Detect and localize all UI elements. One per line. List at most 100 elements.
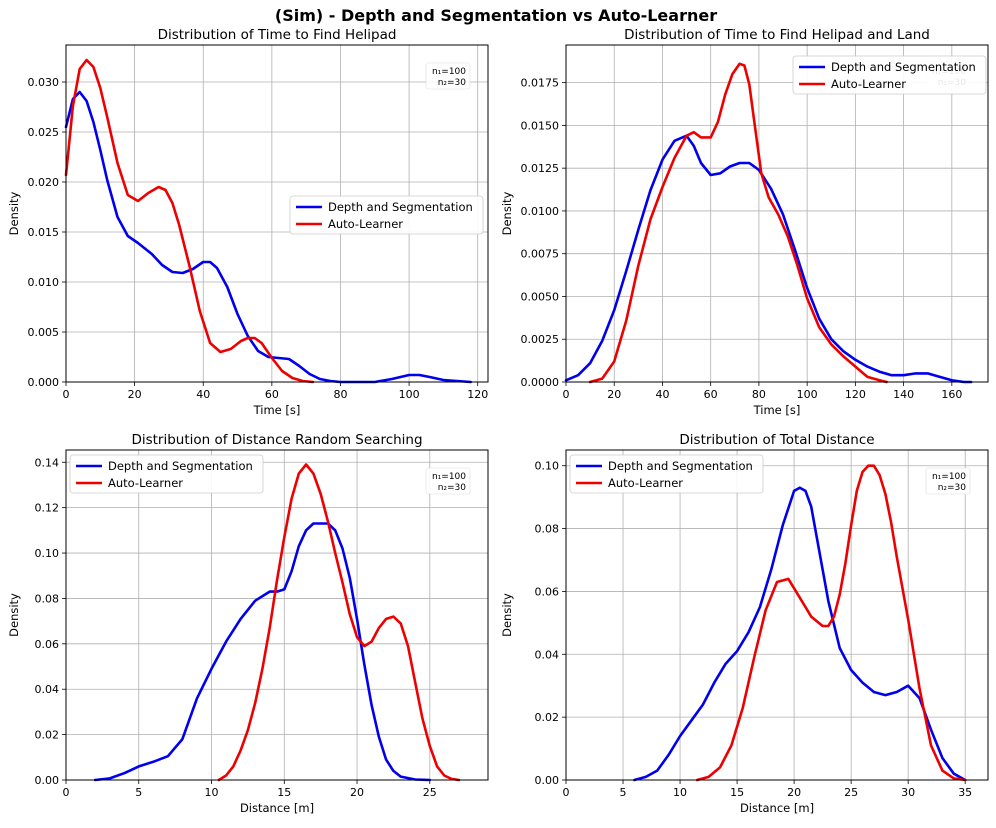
x-axis-label: Distance [m] bbox=[240, 801, 314, 815]
x-tick-label: 25 bbox=[423, 786, 437, 799]
series-line-depth-and-segmentation bbox=[633, 486, 967, 782]
y-tick-label: 0.06 bbox=[35, 638, 60, 651]
series-line-auto-learner bbox=[217, 463, 461, 782]
x-tick-label: 10 bbox=[205, 786, 219, 799]
y-tick-label: 0.12 bbox=[35, 502, 60, 515]
x-tick-label: 160 bbox=[941, 388, 962, 401]
x-tick-label: 120 bbox=[845, 388, 866, 401]
y-tick-label: 0.00 bbox=[35, 774, 60, 787]
panel-time-to-find-helipad-and-land: Distribution of Time to Find Helipad and… bbox=[500, 27, 989, 417]
y-tick-label: 0.0025 bbox=[521, 333, 560, 346]
plot-frame bbox=[565, 44, 989, 383]
legend-label: Auto-Learner bbox=[608, 476, 683, 490]
x-tick-label: 0 bbox=[63, 388, 70, 401]
legend-label: Auto-Learner bbox=[108, 476, 183, 490]
x-tick-label: 5 bbox=[620, 786, 627, 799]
y-axis-label: Density bbox=[500, 191, 514, 235]
sample-size-n1: n₁=100 bbox=[432, 472, 466, 482]
x-tick-label: 100 bbox=[797, 388, 818, 401]
series-line-depth-and-segmentation bbox=[93, 522, 432, 782]
legend-box bbox=[569, 454, 764, 494]
y-tick-label: 0.0100 bbox=[521, 205, 560, 218]
x-tick-label: 40 bbox=[655, 388, 669, 401]
y-tick-label: 0.010 bbox=[28, 276, 60, 289]
y-tick-label: 0.08 bbox=[35, 592, 60, 605]
series-line-auto-learner bbox=[64, 58, 315, 384]
sample-size-n2: n₂=30 bbox=[438, 483, 467, 493]
x-tick-label: 15 bbox=[277, 786, 291, 799]
y-tick-label: 0.10 bbox=[35, 547, 60, 560]
plot-frame bbox=[65, 449, 489, 781]
y-tick-label: 0.02 bbox=[535, 711, 560, 724]
y-tick-label: 0.10 bbox=[535, 460, 560, 473]
sample-size-n2: n₂=30 bbox=[938, 483, 967, 493]
y-tick-label: 0.000 bbox=[28, 376, 60, 389]
sample-size-box bbox=[425, 62, 471, 90]
x-tick-label: 60 bbox=[265, 388, 279, 401]
series-line-depth-and-segmentation bbox=[64, 90, 473, 384]
y-tick-label: 0.0000 bbox=[521, 376, 560, 389]
legend-label: Depth and Segmentation bbox=[108, 459, 253, 473]
x-tick-label: 35 bbox=[958, 786, 972, 799]
y-axis-label: Density bbox=[7, 593, 21, 637]
panel-time-to-find-helipad: Distribution of Time to Find Helipad 0 20 4… bbox=[7, 27, 489, 417]
panel-title: Distribution of Time to Find Helipad bbox=[158, 27, 397, 43]
sample-size-box bbox=[425, 467, 471, 495]
x-tick-label: 30 bbox=[901, 786, 915, 799]
legend-label: Depth and Segmentation bbox=[328, 200, 473, 214]
x-tick-label: 0 bbox=[63, 786, 70, 799]
y-tick-label: 0.04 bbox=[35, 683, 60, 696]
legend-box bbox=[289, 195, 484, 235]
x-tick-label: 120 bbox=[467, 388, 488, 401]
x-tick-label: 100 bbox=[399, 388, 420, 401]
x-tick-label: 5 bbox=[135, 786, 142, 799]
x-tick-label: 20 bbox=[607, 388, 621, 401]
y-tick-label: 0.0150 bbox=[521, 119, 560, 132]
plot-frame bbox=[565, 449, 989, 781]
y-axis-label: Density bbox=[7, 191, 21, 235]
y-tick-label: 0.04 bbox=[535, 648, 560, 661]
y-tick-label: 0.0050 bbox=[521, 290, 560, 303]
y-tick-label: 0.02 bbox=[35, 729, 60, 742]
y-tick-label: 0.0075 bbox=[521, 248, 560, 261]
x-tick-label: 10 bbox=[673, 786, 687, 799]
y-tick-label: 0.06 bbox=[535, 585, 560, 598]
panel-title: Distribution of Distance Random Searchin… bbox=[131, 432, 422, 448]
sample-size-box bbox=[925, 467, 971, 495]
sample-size-n1: n₁=100 bbox=[432, 67, 466, 77]
x-tick-label: 80 bbox=[333, 388, 347, 401]
sample-size-n2: n₂=30 bbox=[438, 78, 467, 88]
legend-label: Auto-Learner bbox=[831, 77, 906, 91]
x-axis-label: Distance [m] bbox=[740, 801, 814, 815]
legend-label: Auto-Learner bbox=[328, 217, 403, 231]
x-tick-label: 0 bbox=[563, 388, 570, 401]
y-tick-label: 0.005 bbox=[28, 326, 60, 339]
x-axis-label: Time [s] bbox=[253, 403, 301, 417]
legend-box bbox=[69, 454, 264, 494]
figure-suptitle: (Sim) - Depth and Segmentation vs Auto-L… bbox=[275, 6, 717, 25]
panel-total-distance: Distribution of Total Distance 0 5 10 15 20 25… bbox=[500, 432, 989, 815]
series-line-depth-and-segmentation bbox=[564, 134, 973, 384]
y-tick-label: 0.0125 bbox=[521, 162, 560, 175]
y-tick-label: 0.0175 bbox=[521, 77, 560, 90]
legend-label: Depth and Segmentation bbox=[831, 60, 976, 74]
sample-size-n1: n₁=100 bbox=[932, 472, 966, 482]
x-tick-label: 140 bbox=[893, 388, 914, 401]
y-tick-label: 0.025 bbox=[28, 126, 60, 139]
x-tick-label: 0 bbox=[563, 786, 570, 799]
y-tick-label: 0.08 bbox=[535, 523, 560, 536]
y-axis-label: Density bbox=[500, 593, 514, 637]
y-tick-label: 0.14 bbox=[35, 456, 60, 469]
x-tick-label: 20 bbox=[128, 388, 142, 401]
x-tick-label: 15 bbox=[730, 786, 744, 799]
panel-title: Distribution of Time to Find Helipad and… bbox=[624, 27, 930, 43]
x-tick-label: 20 bbox=[350, 786, 364, 799]
legend-box bbox=[792, 55, 987, 95]
series-line-auto-learner bbox=[695, 464, 967, 782]
series-line-auto-learner bbox=[588, 62, 889, 384]
panel-title: Distribution of Total Distance bbox=[679, 432, 874, 448]
y-tick-label: 0.020 bbox=[28, 176, 60, 189]
y-tick-label: 0.015 bbox=[28, 226, 60, 239]
